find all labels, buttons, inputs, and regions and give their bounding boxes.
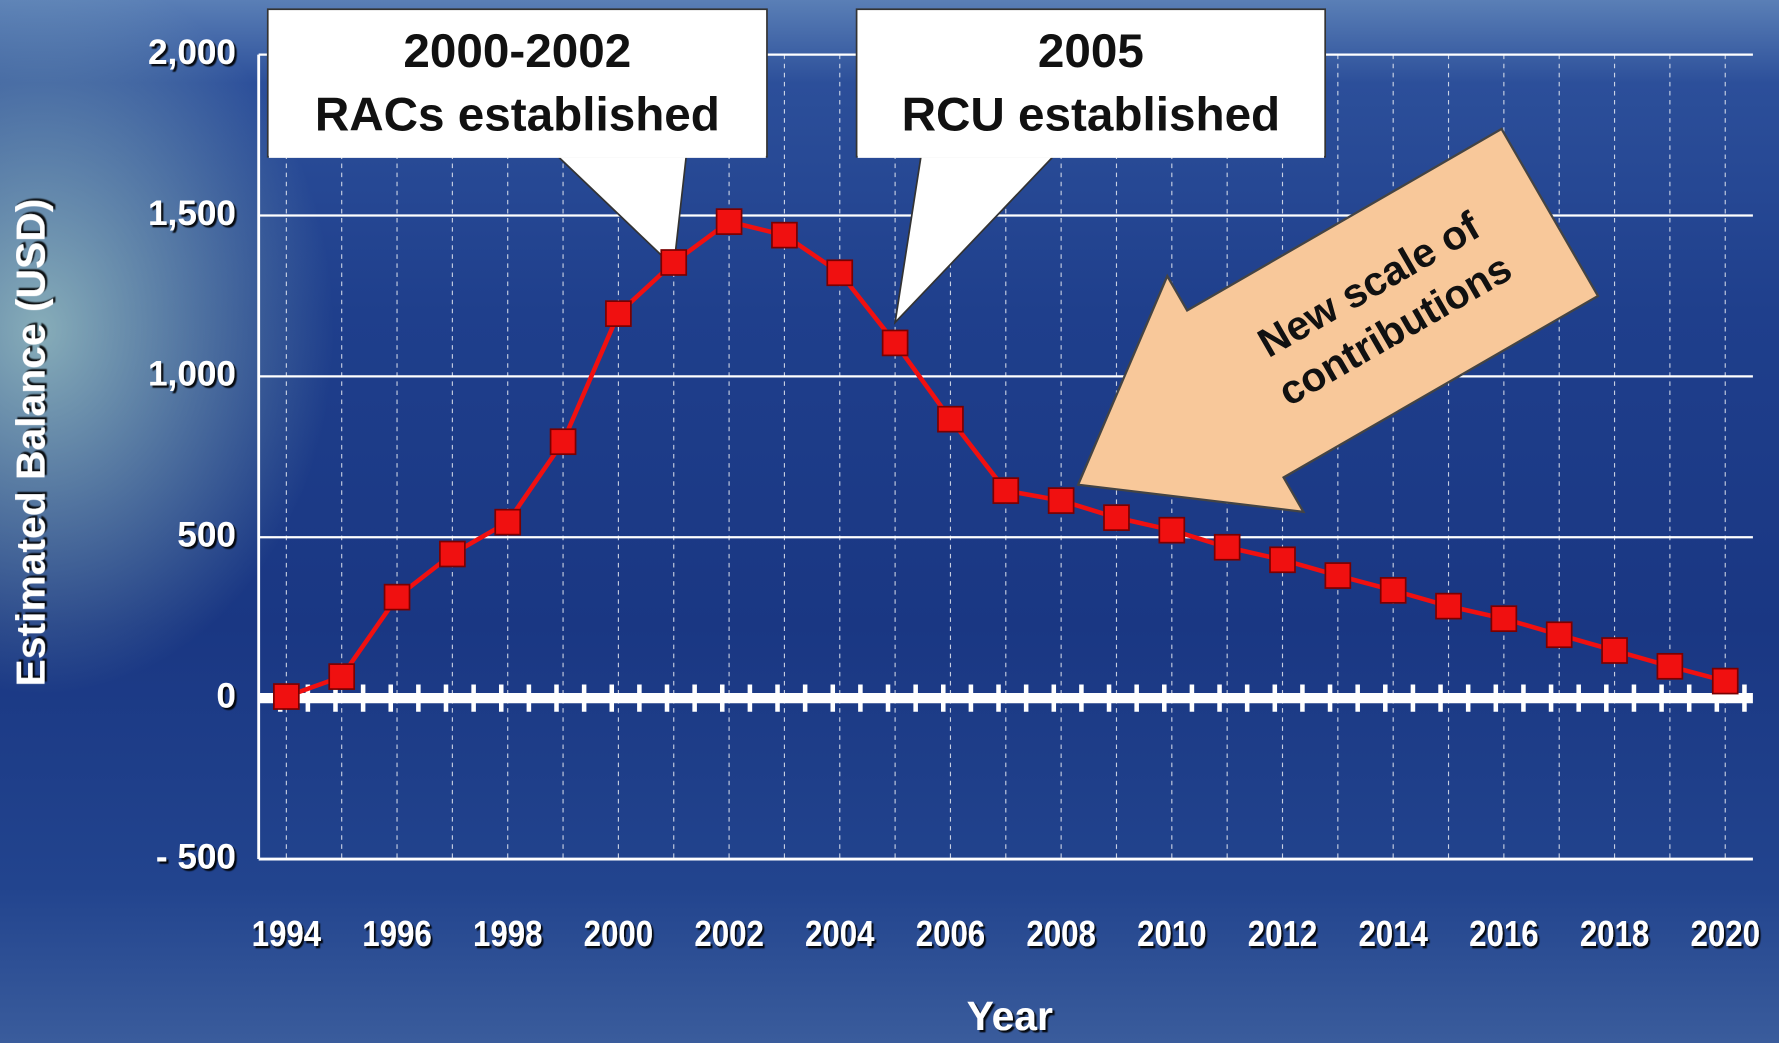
callout-box — [893, 153, 1058, 326]
x-tick-label: 2008 — [1026, 914, 1095, 955]
marker — [937, 405, 964, 433]
marker — [1490, 605, 1518, 633]
x-tick-label: 2000 — [584, 914, 653, 955]
marker — [1047, 487, 1075, 514]
x-tick-label: 2014 — [1358, 914, 1428, 955]
marker — [1213, 533, 1241, 561]
marker — [1656, 652, 1684, 680]
marker — [1103, 504, 1130, 531]
x-tick-label: 2020 — [1691, 914, 1760, 955]
marker — [771, 221, 798, 249]
x-axis-title: Year — [967, 993, 1053, 1039]
marker — [383, 583, 411, 611]
x-tick-label: 2002 — [694, 914, 763, 955]
x-tick-label: 2016 — [1469, 914, 1538, 955]
marker — [826, 259, 854, 287]
marker — [1269, 546, 1296, 574]
marker — [328, 663, 356, 690]
marker — [439, 540, 466, 568]
marker — [1435, 592, 1462, 620]
y-tick-label: 1,000 — [148, 355, 236, 394]
y-tick-label: 1,500 — [148, 194, 236, 233]
y-tick-label: - 500 — [156, 837, 236, 876]
x-tick-label: 2010 — [1137, 914, 1206, 955]
callout-box — [855, 8, 1327, 158]
marker — [273, 683, 300, 710]
marker — [1324, 562, 1352, 589]
x-tick-label: 1996 — [362, 914, 431, 955]
callout-cover — [268, 153, 766, 158]
marker — [549, 428, 577, 456]
marker — [715, 208, 743, 235]
callout-cover — [857, 153, 1325, 158]
marker — [494, 508, 522, 536]
arrow — [1076, 127, 1600, 514]
marker — [1158, 516, 1186, 544]
marker — [1711, 667, 1739, 695]
marker — [1379, 577, 1407, 604]
marker — [605, 300, 632, 327]
y-axis-title: Estimated Balance (USD) — [8, 199, 54, 687]
y-tick-label: 0 — [216, 676, 236, 715]
x-tick-label: 2018 — [1580, 914, 1649, 955]
callout-text: RCU established — [902, 89, 1281, 142]
callout-text: 2000-2002 — [403, 25, 631, 78]
x-tick-label: 2006 — [916, 914, 985, 955]
x-tick-label: 2004 — [805, 914, 875, 955]
callout-box — [266, 8, 768, 158]
marker — [660, 249, 688, 276]
callout-text: RACs established — [315, 89, 720, 142]
marker — [1545, 621, 1573, 649]
marker — [881, 329, 909, 357]
marker — [1601, 637, 1628, 664]
x-tick-label: 2012 — [1248, 914, 1317, 955]
y-tick-label: 2,000 — [148, 33, 236, 72]
callout-text: 2005 — [1038, 25, 1144, 78]
x-tick-label: 1994 — [252, 914, 322, 955]
y-tick-label: 500 — [177, 516, 236, 555]
marker — [992, 477, 1020, 504]
x-tick-label: 1998 — [473, 914, 542, 955]
